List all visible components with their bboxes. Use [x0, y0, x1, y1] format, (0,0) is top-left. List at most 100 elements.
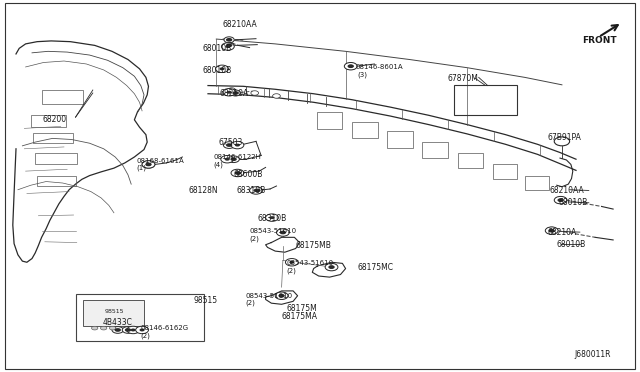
Circle shape [325, 263, 338, 271]
Circle shape [140, 328, 145, 331]
Text: 08543-51610: 08543-51610 [287, 260, 334, 266]
Bar [42, 90, 83, 104]
Text: (1): (1) [136, 165, 147, 171]
Bar [525, 176, 549, 190]
Circle shape [328, 265, 335, 269]
Circle shape [280, 231, 285, 234]
Circle shape [142, 161, 155, 168]
Text: 68210AA: 68210AA [223, 20, 257, 29]
Circle shape [231, 141, 244, 149]
Circle shape [273, 94, 280, 98]
Text: 08543-51610: 08543-51610 [250, 228, 297, 234]
Bar [317, 112, 342, 129]
Text: 68200: 68200 [43, 115, 67, 124]
Circle shape [329, 266, 334, 269]
Circle shape [92, 326, 98, 330]
Circle shape [253, 189, 259, 192]
Circle shape [112, 327, 124, 333]
Circle shape [232, 91, 239, 95]
Circle shape [276, 292, 287, 299]
Circle shape [555, 197, 566, 203]
Circle shape [545, 227, 558, 234]
Circle shape [227, 91, 232, 94]
Circle shape [233, 170, 243, 176]
Text: 67503: 67503 [219, 138, 243, 147]
Circle shape [285, 259, 298, 266]
Circle shape [230, 157, 237, 161]
Circle shape [254, 189, 260, 192]
Bar [37, 176, 76, 186]
Bar [493, 164, 517, 179]
Text: 68210A: 68210A [547, 228, 577, 237]
Text: J680011R: J680011R [575, 350, 611, 359]
Circle shape [235, 171, 240, 174]
Circle shape [231, 169, 244, 177]
Circle shape [276, 229, 289, 236]
Circle shape [348, 65, 353, 68]
Text: (2): (2) [246, 300, 255, 307]
Circle shape [223, 142, 235, 148]
Circle shape [228, 156, 239, 163]
Circle shape [326, 264, 337, 270]
Bar [458, 153, 483, 168]
Circle shape [109, 326, 116, 330]
Circle shape [280, 231, 286, 234]
Circle shape [275, 292, 288, 299]
Circle shape [345, 63, 356, 70]
Text: (2): (2) [250, 235, 259, 242]
Circle shape [557, 198, 564, 202]
Circle shape [224, 42, 234, 48]
Text: 68310B: 68310B [257, 214, 287, 223]
Circle shape [250, 187, 262, 194]
Text: 68175MC: 68175MC [357, 263, 393, 272]
Text: 98515: 98515 [104, 309, 124, 314]
Circle shape [224, 37, 234, 43]
Circle shape [145, 163, 152, 166]
Circle shape [554, 196, 567, 204]
Text: (4): (4) [213, 161, 223, 168]
Text: 68600B: 68600B [234, 170, 263, 179]
Bar [422, 142, 448, 158]
Text: 68175MA: 68175MA [282, 312, 317, 321]
Bar [387, 131, 413, 148]
Circle shape [278, 294, 285, 298]
Text: 08146-6122H: 08146-6122H [213, 154, 261, 160]
Circle shape [226, 38, 232, 42]
Bar [33, 133, 73, 143]
Circle shape [289, 261, 294, 264]
Text: 4B433C: 4B433C [102, 318, 132, 327]
Circle shape [548, 229, 555, 232]
Bar [83, 300, 144, 326]
Circle shape [546, 227, 557, 234]
Text: 68175M: 68175M [287, 304, 317, 313]
Text: (3): (3) [357, 71, 367, 78]
Circle shape [251, 91, 259, 95]
Circle shape [558, 199, 563, 202]
Circle shape [125, 328, 131, 332]
Text: FRONT: FRONT [582, 36, 617, 45]
Text: (2): (2) [287, 267, 296, 274]
Circle shape [554, 137, 570, 146]
Circle shape [235, 171, 241, 175]
Circle shape [122, 327, 134, 333]
Text: 68010B: 68010B [557, 240, 586, 249]
Circle shape [228, 88, 236, 92]
Circle shape [221, 43, 234, 50]
Circle shape [344, 62, 357, 70]
Text: 68210AA: 68210AA [549, 186, 584, 195]
Text: 68175MB: 68175MB [296, 241, 332, 250]
Circle shape [216, 65, 228, 73]
Text: 68310B: 68310B [237, 186, 266, 195]
Circle shape [136, 326, 148, 334]
Circle shape [127, 326, 140, 334]
Text: 67870M: 67870M [448, 74, 479, 83]
Text: 68210A: 68210A [220, 89, 249, 98]
Bar [454, 85, 517, 115]
Text: 68010B: 68010B [202, 66, 232, 75]
Text: 08146-6162G: 08146-6162G [141, 325, 189, 331]
Bar [31, 115, 66, 127]
Circle shape [225, 45, 230, 48]
Bar [352, 122, 378, 138]
Text: 68128N: 68128N [189, 186, 218, 195]
Circle shape [269, 216, 275, 219]
